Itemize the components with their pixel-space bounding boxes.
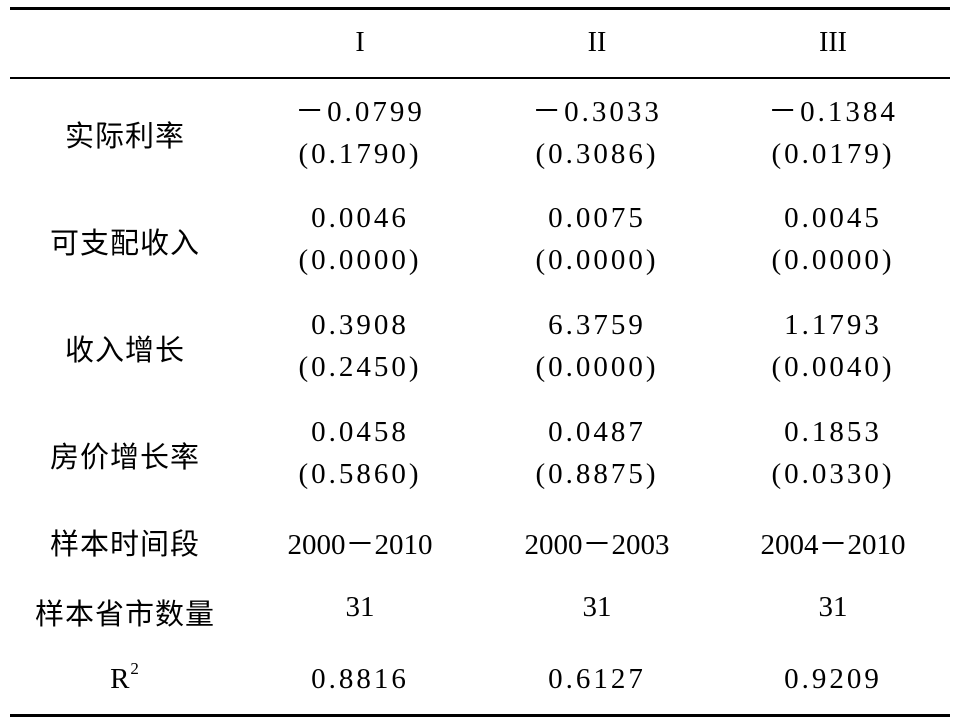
table-cell: －0.3033 (0.3086) [477,91,717,175]
table-cell: 0.0487 (0.8875) [477,411,717,495]
row-label-disposable-income: 可支配收入 [49,226,200,260]
column-header-2: II [587,27,607,58]
table-cell: 2000－2010 [240,521,480,563]
std-error: (0.5860) [298,458,422,490]
r-squared-base: R [110,663,131,695]
table-cell: 31 [240,591,480,624]
table-cell: 0.0458 (0.5860) [240,411,480,495]
std-error: (0.0179) [771,138,895,170]
r-squared-sup: 2 [130,659,140,678]
std-error: (0.0000) [535,244,659,276]
sample-period-value: 2000－2003 [524,529,670,561]
coefficient: 0.0075 [548,202,646,234]
table-cell: 0.1853 (0.0330) [713,411,953,495]
std-error: (0.1790) [298,138,422,170]
std-error: (0.2450) [298,351,422,383]
table-cell: 0.6127 [477,663,717,696]
table-top-rule [10,7,950,10]
table-cell: 0.3908 (0.2450) [240,304,480,388]
sample-period-value: 2000－2010 [287,529,433,561]
coefficient: 0.1853 [784,416,882,448]
std-error: (0.0000) [298,244,422,276]
coefficient: －0.0799 [295,96,425,128]
table-bottom-rule [10,714,950,717]
row-label-sample-count: 样本省市数量 [34,597,215,631]
sample-count-value: 31 [582,591,612,623]
coefficient: 1.1793 [784,309,882,341]
sample-period-value: 2004－2010 [760,529,906,561]
table-cell: 31 [477,591,717,624]
table-cell: 6.3759 (0.0000) [477,304,717,388]
row-label-real-interest-rate: 实际利率 [64,119,185,153]
table-cell: －0.0799 (0.1790) [240,91,480,175]
coefficient: 6.3759 [548,309,646,341]
coefficient: 0.3908 [311,309,409,341]
table-cell: 0.0075 (0.0000) [477,197,717,281]
row-label-r-squared: R2 [0,659,250,696]
coefficient: 0.0458 [311,416,409,448]
table-cell: 0.0046 (0.0000) [240,197,480,281]
row-label-sample-period: 样本时间段 [49,527,200,561]
coefficient: 0.0045 [784,202,882,234]
row-label-house-price-growth: 房价增长率 [49,440,200,474]
std-error: (0.0330) [771,458,895,490]
table-cell: 0.9209 [713,663,953,696]
coefficient: －0.1384 [768,96,898,128]
column-header-3: III [819,27,847,58]
r-squared-value: 0.6127 [548,663,646,695]
coefficient: 0.0487 [548,416,646,448]
table-cell: －0.1384 (0.0179) [713,91,953,175]
std-error: (0.0000) [535,351,659,383]
sample-count-value: 31 [345,591,375,623]
row-label-income-growth: 收入增长 [64,333,185,367]
table-cell: 2004－2010 [713,521,953,563]
table-cell: 0.8816 [240,663,480,696]
coefficient: －0.3033 [532,96,662,128]
std-error: (0.3086) [535,138,659,170]
std-error: (0.0040) [771,351,895,383]
r-squared-value: 0.8816 [311,663,409,695]
std-error: (0.8875) [535,458,659,490]
sample-count-value: 31 [818,591,848,623]
table-cell: 2000－2003 [477,521,717,563]
coefficient: 0.0046 [311,202,409,234]
table-cell: 31 [713,591,953,624]
table-cell: 1.1793 (0.0040) [713,304,953,388]
r-squared-value: 0.9209 [784,663,882,695]
column-header-1: I [355,27,365,58]
std-error: (0.0000) [771,244,895,276]
table-header-rule [10,77,950,79]
table-cell: 0.0045 (0.0000) [713,197,953,281]
